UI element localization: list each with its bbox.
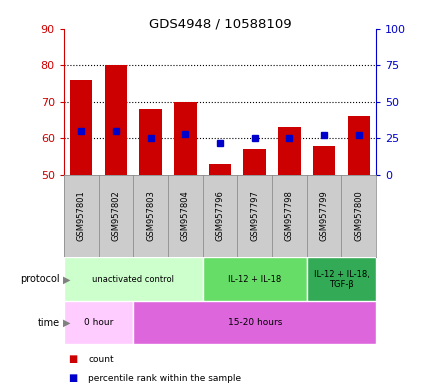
Bar xyxy=(105,65,127,175)
Text: GSM957796: GSM957796 xyxy=(216,190,224,242)
Bar xyxy=(174,102,197,175)
Text: GSM957798: GSM957798 xyxy=(285,190,294,242)
Text: 0 hour: 0 hour xyxy=(84,318,113,327)
Bar xyxy=(203,257,307,301)
Bar xyxy=(348,116,370,175)
Text: time: time xyxy=(37,318,59,328)
Bar xyxy=(307,257,376,301)
Text: unactivated control: unactivated control xyxy=(92,275,174,284)
Bar xyxy=(64,257,203,301)
Bar xyxy=(139,109,162,175)
Text: GSM957800: GSM957800 xyxy=(354,190,363,242)
Bar xyxy=(278,127,301,175)
Text: IL-12 + IL-18: IL-12 + IL-18 xyxy=(228,275,281,284)
Bar xyxy=(209,164,231,175)
Text: protocol: protocol xyxy=(20,274,59,285)
Text: ▶: ▶ xyxy=(63,318,70,328)
Text: ▶: ▶ xyxy=(63,274,70,285)
Text: GSM957799: GSM957799 xyxy=(319,190,329,242)
Text: GSM957804: GSM957804 xyxy=(181,190,190,242)
Text: count: count xyxy=(88,354,114,364)
Text: GSM957803: GSM957803 xyxy=(146,190,155,242)
Text: GDS4948 / 10588109: GDS4948 / 10588109 xyxy=(149,17,291,30)
Text: 15-20 hours: 15-20 hours xyxy=(227,318,282,327)
Text: IL-12 + IL-18,
TGF-β: IL-12 + IL-18, TGF-β xyxy=(314,270,370,289)
Text: ■: ■ xyxy=(68,354,77,364)
Bar xyxy=(64,301,133,344)
Text: percentile rank within the sample: percentile rank within the sample xyxy=(88,374,241,383)
Bar xyxy=(313,146,335,175)
Text: GSM957801: GSM957801 xyxy=(77,190,86,242)
Bar xyxy=(133,301,376,344)
Text: GSM957797: GSM957797 xyxy=(250,190,259,242)
Bar xyxy=(243,149,266,175)
Text: GSM957802: GSM957802 xyxy=(111,190,121,242)
Bar xyxy=(70,80,92,175)
Text: ■: ■ xyxy=(68,373,77,383)
